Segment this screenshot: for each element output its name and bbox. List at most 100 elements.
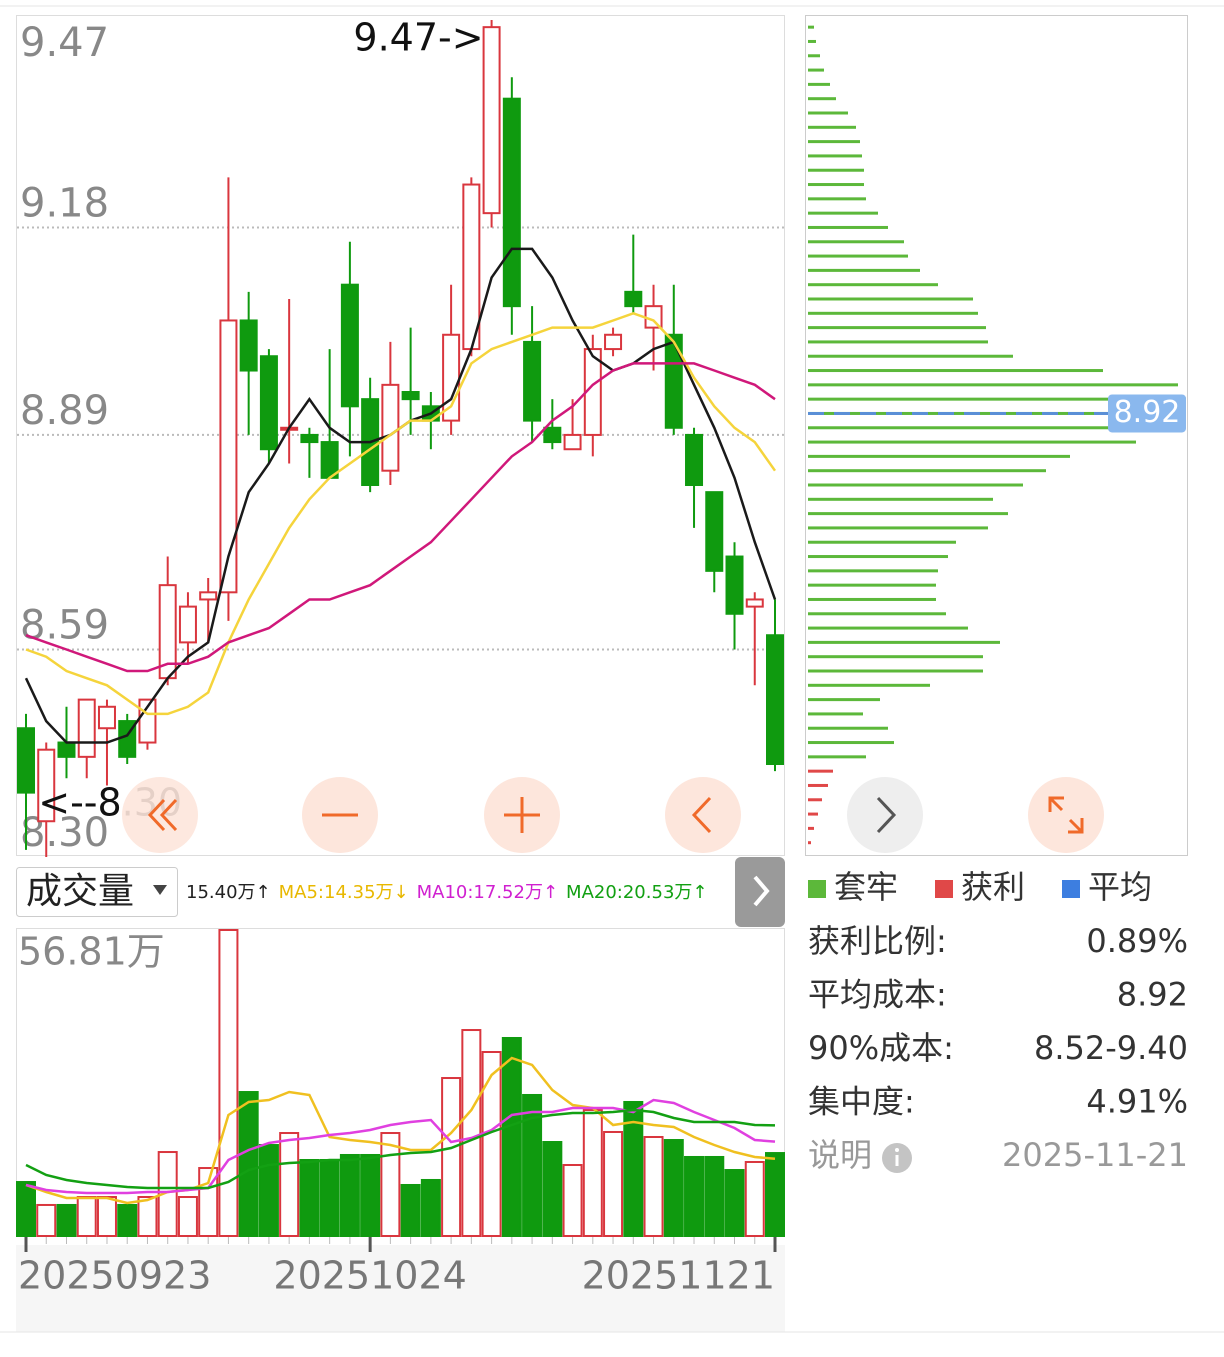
candle-body (37, 748, 56, 823)
info-value: 0.89% (1086, 922, 1188, 960)
candle-body (462, 183, 481, 351)
candle-body (705, 491, 724, 572)
button-expand[interactable] (1028, 777, 1104, 853)
candle-body (523, 340, 542, 422)
volume-bar (582, 1109, 603, 1238)
chip-bar (808, 354, 1013, 358)
volume-bar (441, 1077, 462, 1237)
volume-bar (36, 1203, 57, 1238)
info-value: 4.91% (1086, 1083, 1188, 1121)
legend-swatch (935, 880, 953, 898)
volume-bar (117, 1203, 138, 1238)
volume-bar (501, 1036, 522, 1237)
button-back[interactable] (665, 777, 741, 853)
candle-body (543, 426, 562, 444)
volume-selector[interactable]: 成交量 (16, 867, 178, 917)
chip-bar (808, 597, 936, 601)
candle-body (685, 433, 704, 486)
chip-bar (808, 140, 860, 144)
chip-bar (808, 254, 908, 258)
kline-frame (16, 15, 785, 856)
chip-bar (808, 68, 824, 72)
chip-bar (808, 111, 848, 115)
legend-label: 套牢 (834, 868, 898, 906)
chip-bar (808, 411, 1160, 415)
note-date: 2025-11-21 (1002, 1136, 1188, 1174)
candle-body (604, 333, 623, 351)
candle-body (77, 698, 96, 758)
chip-bar (808, 626, 968, 630)
candle-body (259, 355, 278, 451)
volume-bar (684, 1155, 705, 1237)
volume-bar (603, 1130, 624, 1238)
chip-bar (808, 283, 938, 287)
volume-bar (542, 1141, 563, 1237)
button-zoom-out[interactable] (302, 777, 378, 853)
candle-body (97, 705, 116, 730)
chip-bar (808, 426, 1176, 430)
chip-bar (808, 454, 1070, 458)
volume-bar (400, 1183, 421, 1237)
x-tick-label: 20251121 (582, 1254, 775, 1298)
date-strip (16, 1245, 785, 1332)
candle-body (502, 97, 521, 308)
chip-bar (808, 569, 938, 573)
chip-bar (808, 826, 814, 830)
chip-bar (808, 39, 816, 43)
x-tick-label: 20251024 (273, 1254, 466, 1298)
volume-bar (663, 1139, 684, 1237)
volume-bar (319, 1158, 340, 1238)
chip-bar (808, 225, 888, 229)
high-annotation: 9.47-> (353, 16, 483, 60)
volume-bar (16, 1181, 36, 1238)
volume-bar (623, 1100, 644, 1237)
info-label: 90%成本: (808, 1029, 954, 1067)
candle-body (300, 433, 319, 444)
button-fast-back[interactable] (122, 777, 198, 853)
ma-line (25, 1108, 776, 1190)
chip-bar (808, 741, 894, 745)
chip-bar (808, 555, 948, 559)
info-value: 8.92 (1117, 976, 1188, 1014)
volume-bar (380, 1132, 401, 1237)
legend-swatch (808, 880, 826, 898)
chip-bar (808, 698, 880, 702)
chip-bar (808, 297, 973, 301)
chip-bar (808, 755, 866, 759)
chip-bar (808, 783, 828, 787)
chip-bar (808, 197, 866, 201)
ma-line (25, 311, 777, 716)
volume-bar (765, 1152, 785, 1237)
average-badge (1108, 394, 1186, 433)
candle-body (563, 433, 582, 451)
candle-body (381, 383, 400, 472)
button-more[interactable] (735, 857, 785, 927)
volume-bar (420, 1178, 441, 1237)
chip-bar (808, 268, 920, 272)
chip-bar (808, 183, 864, 187)
ma-line (25, 1098, 776, 1195)
volume-frame (16, 928, 785, 1237)
volume-bar (724, 1169, 745, 1237)
button-forward[interactable] (847, 777, 923, 853)
chip-bar (808, 125, 856, 129)
info-icon[interactable] (882, 1143, 912, 1173)
button-zoom-in[interactable] (484, 777, 560, 853)
candle-body (644, 305, 663, 329)
candle-body (239, 319, 258, 372)
volume-bar (744, 1160, 765, 1238)
candle-body (664, 333, 683, 429)
y-tick-label: 9.47 (20, 20, 109, 66)
volume-header: 15.40万↑ MA5:14.35万↓ MA10:17.52万↑ MA20:20.53… (186, 878, 707, 904)
volume-bar (360, 1153, 381, 1237)
chip-bar (808, 97, 836, 101)
chip-bar (808, 769, 833, 773)
ma-line (24, 247, 777, 744)
chip-bar (808, 54, 820, 58)
volume-bar (339, 1153, 360, 1237)
candle-body (745, 598, 764, 608)
volume-bar (218, 929, 239, 1237)
volume-bar (461, 1029, 482, 1238)
